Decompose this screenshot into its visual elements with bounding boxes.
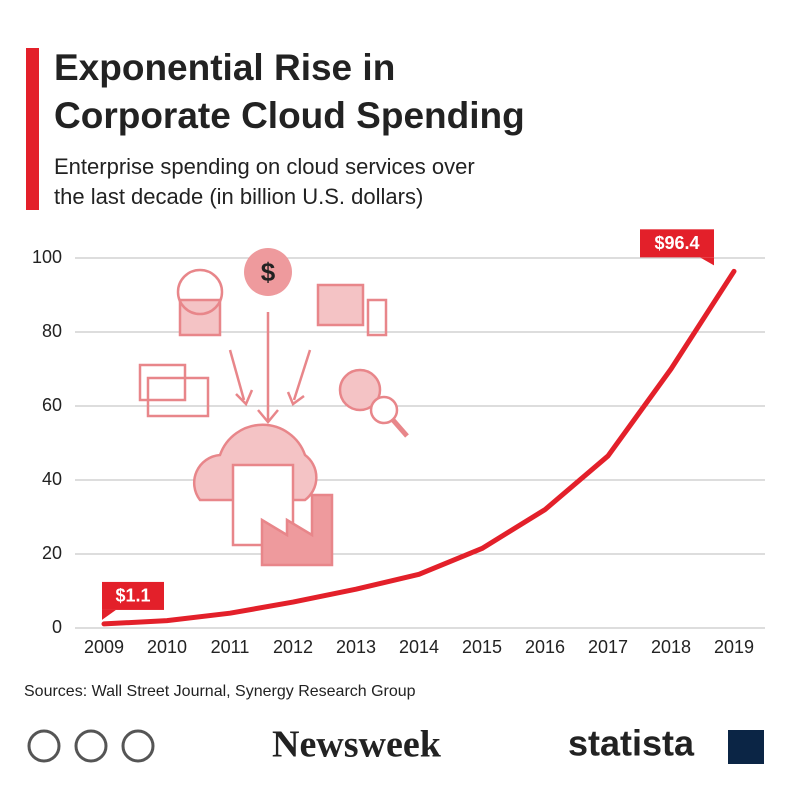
- source: Sources: Wall Street Journal, Synergy Re…: [24, 683, 416, 700]
- x-tick-label: 2016: [525, 637, 565, 657]
- x-tick-label: 2019: [714, 637, 754, 657]
- x-tick-label: 2017: [588, 637, 628, 657]
- chart-title: Exponential Rise in: [54, 47, 395, 88]
- x-tick-label: 2010: [147, 637, 187, 657]
- y-tick-label: 100: [32, 247, 62, 267]
- svg-text:$: $: [261, 257, 276, 287]
- brand-newsweek: Newsweek: [272, 724, 442, 766]
- y-tick-label: 20: [42, 543, 62, 563]
- chart-title: Corporate Cloud Spending: [54, 95, 525, 136]
- x-tick-label: 2015: [462, 637, 502, 657]
- x-tick-label: 2018: [651, 637, 691, 657]
- x-tick-label: 2009: [84, 637, 124, 657]
- x-tick-label: 2011: [211, 637, 250, 657]
- y-tick-label: 80: [42, 321, 62, 341]
- accent-bar: [26, 48, 39, 210]
- x-tick-label: 2013: [336, 637, 376, 657]
- illustration: $: [138, 248, 409, 567]
- line: [101, 268, 737, 627]
- brand-statista: statista: [568, 723, 695, 764]
- license-icons: [27, 729, 155, 763]
- value-label-box: [640, 229, 714, 258]
- y-tick-label: 40: [42, 469, 62, 489]
- value-label-pointer: [102, 609, 116, 620]
- x-tick-label: 2012: [273, 637, 313, 657]
- statista-logo: [728, 730, 764, 764]
- chart-subtitle: the last decade (in billion U.S. dollars…: [54, 184, 423, 209]
- y-tick-label: 0: [52, 617, 62, 637]
- y-tick-label: 60: [42, 395, 62, 415]
- chart-subtitle: Enterprise spending on cloud services ov…: [54, 154, 475, 179]
- x-tick-label: 2014: [399, 637, 439, 657]
- value-label: $1.1: [115, 586, 150, 606]
- value-label-pointer: [700, 257, 714, 266]
- value-label: $96.4: [654, 233, 699, 253]
- value-label-box: [102, 581, 164, 610]
